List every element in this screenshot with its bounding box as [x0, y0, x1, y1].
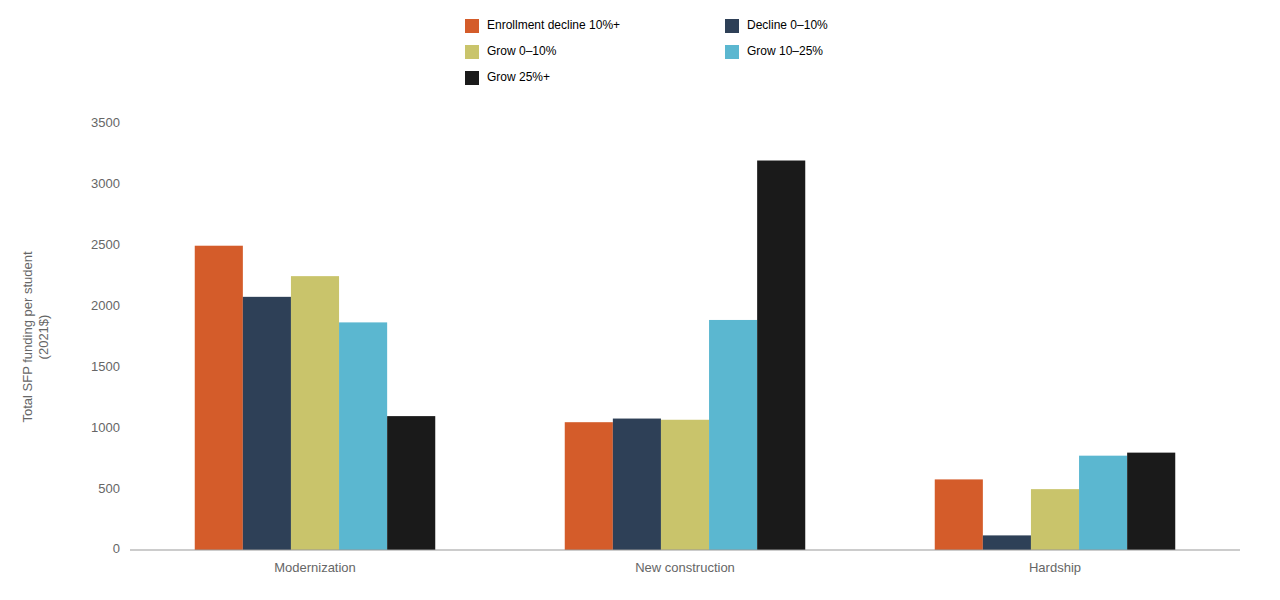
bar [1031, 489, 1079, 550]
legend: Enrollment decline 10%+ Decline 0–10% Grow… [465, 18, 828, 85]
legend-swatch [725, 19, 739, 33]
bar [565, 422, 613, 550]
y-tick-label: 1000 [91, 420, 120, 435]
bar [709, 320, 757, 550]
legend-label: Grow 25%+ [487, 70, 550, 84]
chart: 0 500 1000 1500 2000 2500 3000 3500 Total SFP fu… [0, 0, 1280, 600]
x-tick-label: New construction [635, 560, 735, 575]
legend-label: Grow 0–10% [487, 44, 557, 58]
y-tick-label: 500 [98, 481, 120, 496]
bar [339, 322, 387, 550]
chart-container: 0 500 1000 1500 2000 2500 3000 3500 Total SFP fu… [0, 0, 1280, 600]
legend-label: Grow 10–25% [747, 44, 823, 58]
legend-swatch [465, 71, 479, 85]
bar [613, 419, 661, 550]
y-tick-label: 3500 [91, 115, 120, 130]
bar [757, 161, 805, 550]
y-tick-label: 3000 [91, 176, 120, 191]
y-axis-label: Total SFP funding per student(2021$) [20, 251, 51, 422]
bar [195, 246, 243, 550]
bar [291, 276, 339, 550]
x-tick-label: Modernization [274, 560, 356, 575]
legend-swatch [725, 45, 739, 59]
bar [935, 479, 983, 550]
bar [387, 416, 435, 550]
y-tick-label: 2000 [91, 298, 120, 313]
bar [661, 420, 709, 550]
bar [1079, 456, 1127, 550]
y-tick-label: 2500 [91, 237, 120, 252]
legend-swatch [465, 45, 479, 59]
legend-label: Decline 0–10% [747, 18, 828, 32]
x-tick-label: Hardship [1029, 560, 1081, 575]
legend-swatch [465, 19, 479, 33]
bar [243, 297, 291, 550]
legend-label: Enrollment decline 10%+ [487, 18, 620, 32]
y-axis: 0 500 1000 1500 2000 2500 3000 3500 [91, 115, 120, 556]
x-axis-line [130, 550, 1240, 551]
bars [195, 161, 1176, 550]
bar [983, 535, 1031, 550]
x-axis: Modernization New construction Hardship [274, 560, 1081, 575]
y-tick-label: 1500 [91, 359, 120, 374]
y-tick-label: 0 [113, 541, 120, 556]
bar [1127, 453, 1175, 550]
